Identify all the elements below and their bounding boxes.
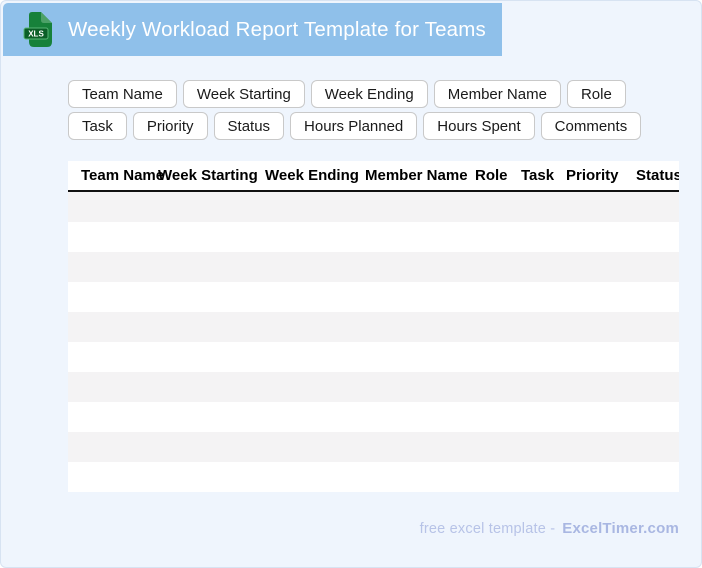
chip-priority[interactable]: Priority — [132, 112, 208, 140]
chip-week-ending[interactable]: Week Ending — [310, 80, 428, 108]
footer: free excel template - ExcelTimer.com — [420, 520, 679, 537]
table-header-row: Team Name Week Starting Week Ending Member … — [68, 161, 679, 192]
chip-status[interactable]: Status — [213, 112, 285, 140]
chip-hours-planned[interactable]: Hours Planned — [290, 112, 418, 140]
table-row — [68, 372, 679, 402]
chip-hours-spent[interactable]: Hours Spent — [423, 112, 535, 140]
column-header-priority: Priority — [566, 167, 619, 184]
column-header-team-name: Team Name — [81, 167, 165, 184]
table-row — [68, 252, 679, 282]
table-row — [68, 192, 679, 222]
xls-file-icon: XLS — [23, 12, 52, 47]
page-title: Weekly Workload Report Template for Team… — [68, 17, 486, 41]
footer-brand-link[interactable]: ExcelTimer.com — [562, 520, 679, 537]
chip-team-name[interactable]: Team Name — [68, 80, 177, 108]
column-header-status: Status — [636, 167, 679, 184]
column-header-member-name: Member Name — [365, 167, 468, 184]
table-row — [68, 312, 679, 342]
xls-badge-text: XLS — [28, 30, 44, 39]
workload-table: Team Name Week Starting Week Ending Member … — [68, 161, 679, 492]
table-row — [68, 402, 679, 432]
chip-week-starting[interactable]: Week Starting — [182, 80, 305, 108]
footer-tagline: free excel template - — [419, 521, 556, 537]
table-row — [68, 432, 679, 462]
table-row — [68, 222, 679, 252]
field-chip-list: Team Name Week Starting Week Ending Member … — [68, 80, 643, 140]
table-row — [68, 342, 679, 372]
chip-task[interactable]: Task — [68, 112, 127, 140]
chip-role[interactable]: Role — [566, 80, 626, 108]
table-body — [68, 192, 679, 492]
column-header-role: Role — [475, 167, 508, 184]
column-header-week-ending: Week Ending — [265, 167, 359, 184]
chip-comments[interactable]: Comments — [540, 112, 642, 140]
column-header-week-starting: Week Starting — [158, 167, 258, 184]
column-header-task: Task — [521, 167, 555, 184]
table-row — [68, 282, 679, 312]
chip-member-name[interactable]: Member Name — [433, 80, 561, 108]
title-banner: XLS Weekly Workload Report Template for … — [3, 3, 502, 56]
table-row — [68, 462, 679, 492]
